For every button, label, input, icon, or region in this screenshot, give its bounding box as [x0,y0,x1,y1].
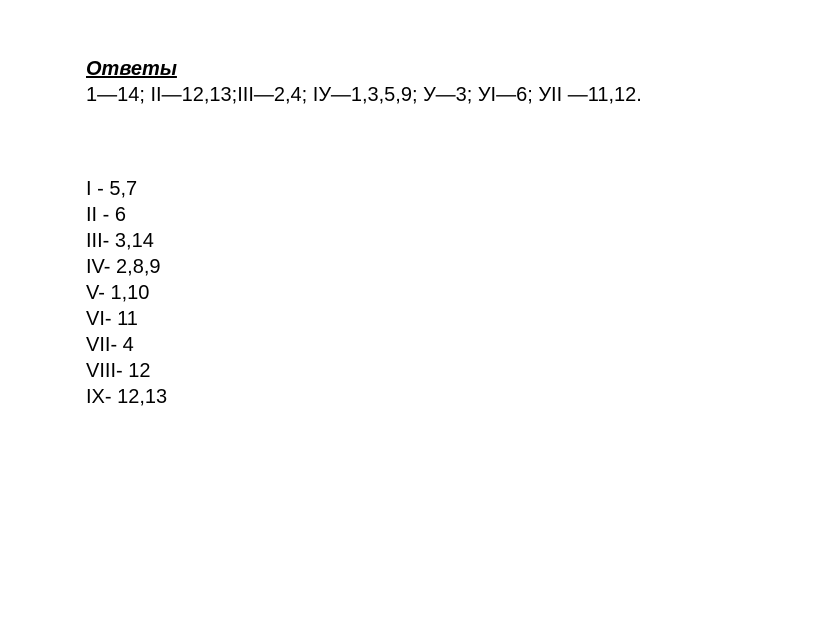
list-item: III- 3,14 [86,228,831,254]
list-item: VI- 11 [86,306,831,332]
document-content: Ответы 1—14; II—12,13;III—2,4; IУ—1,3,5,… [0,0,831,410]
list-item: IV- 2,8,9 [86,254,831,280]
list-item: IX- 12,13 [86,384,831,410]
list-item: V- 1,10 [86,280,831,306]
list-item: II - 6 [86,202,831,228]
list-item: VII- 4 [86,332,831,358]
answer-line: 1—14; II—12,13;III—2,4; IУ—1,3,5,9; У—3;… [86,82,831,108]
list-item: VIII- 12 [86,358,831,384]
title: Ответы [86,56,831,82]
list-item: I - 5,7 [86,176,831,202]
spacer [86,108,831,176]
